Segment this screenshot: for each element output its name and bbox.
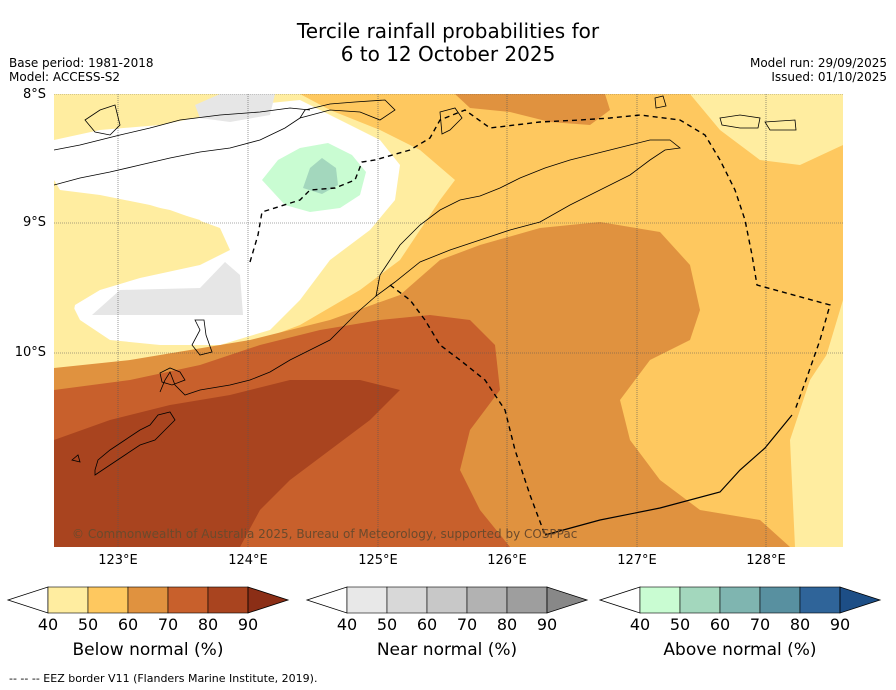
cb-above-title: Above normal (%) <box>663 640 817 660</box>
lat-label-10s: 10°S <box>14 345 46 360</box>
cb-below-tick: 80 <box>197 615 219 634</box>
below-50-west-inner <box>54 94 200 135</box>
cb-below-50 <box>47 586 89 614</box>
lon-label-124e: 124°E <box>228 553 268 568</box>
near-50-patch-south <box>92 262 243 315</box>
cb-near-60 <box>386 586 428 614</box>
issued-date: Issued: 01/10/2025 <box>771 70 887 84</box>
below-90-region <box>54 380 400 547</box>
cb-above-tick: 60 <box>709 615 731 634</box>
cb-near-50 <box>346 586 388 614</box>
cb-below-80 <box>167 586 209 614</box>
probability-field <box>54 94 843 547</box>
map-title-line1: Tercile rainfall probabilities for <box>296 19 600 43</box>
cb-near-tick: 90 <box>536 615 558 634</box>
cb-near-extend-high <box>546 586 589 614</box>
cb-above-extend-high <box>839 586 882 614</box>
cb-above-tick: 80 <box>789 615 811 634</box>
cb-near-tick: 80 <box>496 615 518 634</box>
lon-label-125e: 125°E <box>358 553 398 568</box>
lon-label-127e: 127°E <box>617 553 657 568</box>
cb-above-tick: 40 <box>629 615 651 634</box>
cb-near-tick: 70 <box>456 615 478 634</box>
cb-near-70 <box>426 586 468 614</box>
cb-above-extend-low <box>598 586 641 614</box>
graticule <box>54 94 843 547</box>
cb-below-tick: 40 <box>37 615 59 634</box>
eez-footnote: -- -- -- EEZ border V11 (Flanders Marine… <box>9 672 318 685</box>
above-60-region <box>303 158 338 194</box>
lon-label-128e: 128°E <box>746 553 786 568</box>
cb-below-extend-low <box>6 586 49 614</box>
cb-near-extend-low <box>305 586 348 614</box>
near-50-patch-north <box>195 94 275 122</box>
below-50-west-band <box>54 190 230 335</box>
colorbar-below <box>6 586 290 614</box>
map-title-line2: 6 to 12 October 2025 <box>340 42 556 66</box>
below-50-e-region <box>800 300 843 547</box>
cb-near-80 <box>466 586 508 614</box>
cb-near-tick: 40 <box>336 615 358 634</box>
below-50-ne-region <box>690 94 843 165</box>
cb-near-title: Near normal (%) <box>376 640 518 660</box>
model-run: Model run: 29/09/2025 <box>749 56 887 70</box>
cb-above-50 <box>639 586 681 614</box>
cb-above-80 <box>759 586 801 614</box>
cb-below-tick: 60 <box>117 615 139 634</box>
cb-near-tick: 50 <box>376 615 398 634</box>
cb-below-extend-high <box>247 586 290 614</box>
cb-above-60 <box>679 586 721 614</box>
maritime-boundary <box>544 414 793 536</box>
cb-below-90 <box>207 586 249 614</box>
cb-near-tick: 60 <box>416 615 438 634</box>
eez-border <box>249 109 831 536</box>
colorbar-above <box>598 586 882 614</box>
lat-label-9s: 9°S <box>22 215 46 230</box>
cb-above-tick: 90 <box>829 615 851 634</box>
copyright-notice: © Commonwealth of Australia 2025, Bureau… <box>72 527 578 541</box>
below-70-north-region <box>455 94 610 125</box>
cb-above-tick: 50 <box>669 615 691 634</box>
base-period: Base period: 1981-2018 <box>9 56 154 70</box>
lon-label-126e: 126°E <box>487 553 527 568</box>
cb-below-60 <box>87 586 129 614</box>
cb-above-70 <box>719 586 761 614</box>
cb-above-tick: 70 <box>749 615 771 634</box>
colorbar-near <box>305 586 589 614</box>
cb-near-90 <box>506 586 548 614</box>
lat-label-8s: 8°S <box>22 87 46 102</box>
cb-below-tick: 90 <box>237 615 259 634</box>
coastlines <box>54 95 797 476</box>
model-name: Model: ACCESS-S2 <box>9 70 121 84</box>
cb-below-title: Below normal (%) <box>72 640 224 660</box>
cb-below-tick: 50 <box>77 615 99 634</box>
cb-below-70 <box>127 586 169 614</box>
cb-above-90 <box>799 586 841 614</box>
lon-label-123e: 123°E <box>98 553 138 568</box>
cb-below-tick: 70 <box>157 615 179 634</box>
